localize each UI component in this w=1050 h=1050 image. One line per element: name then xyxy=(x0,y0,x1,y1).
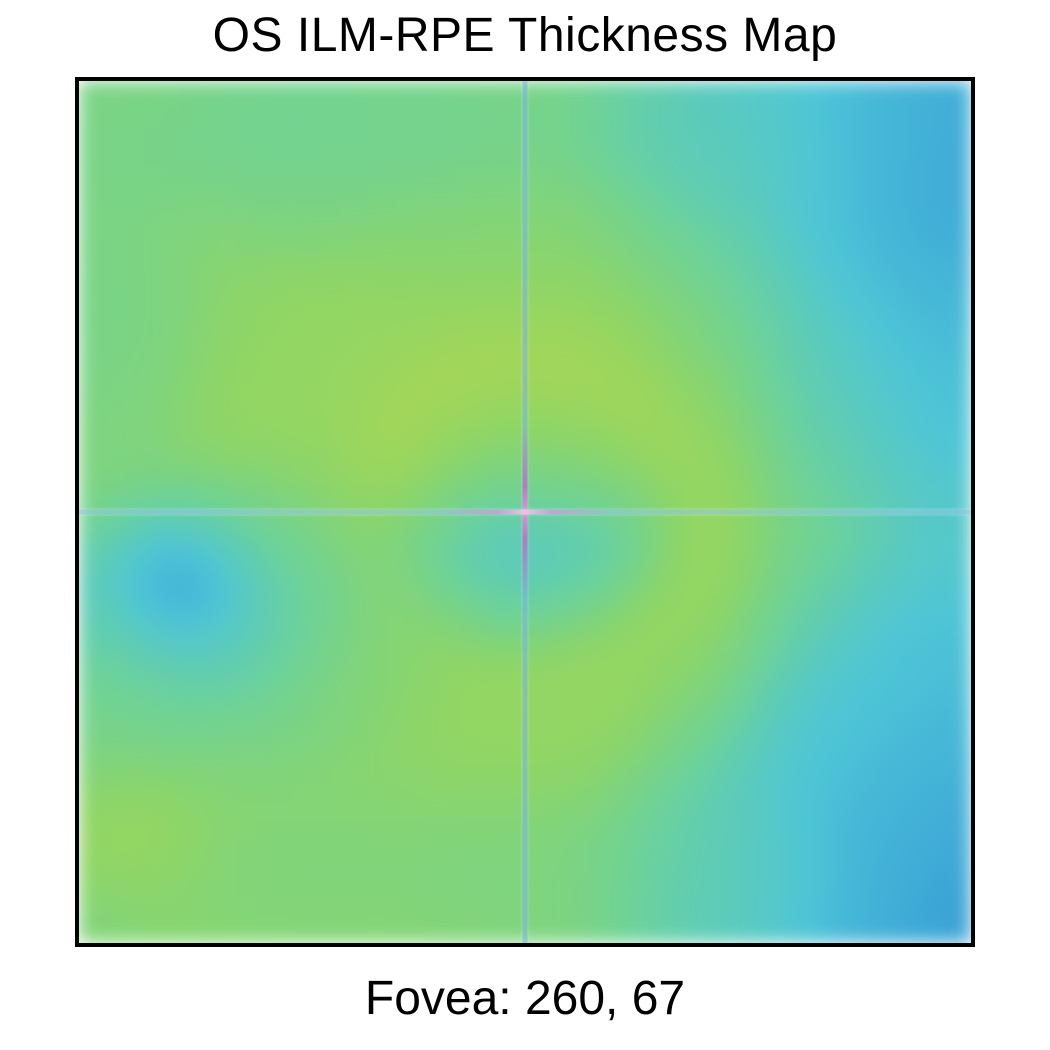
thickness-map-frame xyxy=(75,77,975,947)
thickness-heatmap xyxy=(79,81,971,943)
fovea-label: Fovea: xyxy=(365,972,512,1025)
fovea-value: 260, 67 xyxy=(525,972,685,1025)
fovea-readout: Fovea: 260, 67 xyxy=(365,971,685,1026)
map-title: OS ILM-RPE Thickness Map xyxy=(213,8,838,63)
thickness-map-panel: OS ILM-RPE Thickness Map Fovea: 260, 67 xyxy=(0,0,1050,1050)
